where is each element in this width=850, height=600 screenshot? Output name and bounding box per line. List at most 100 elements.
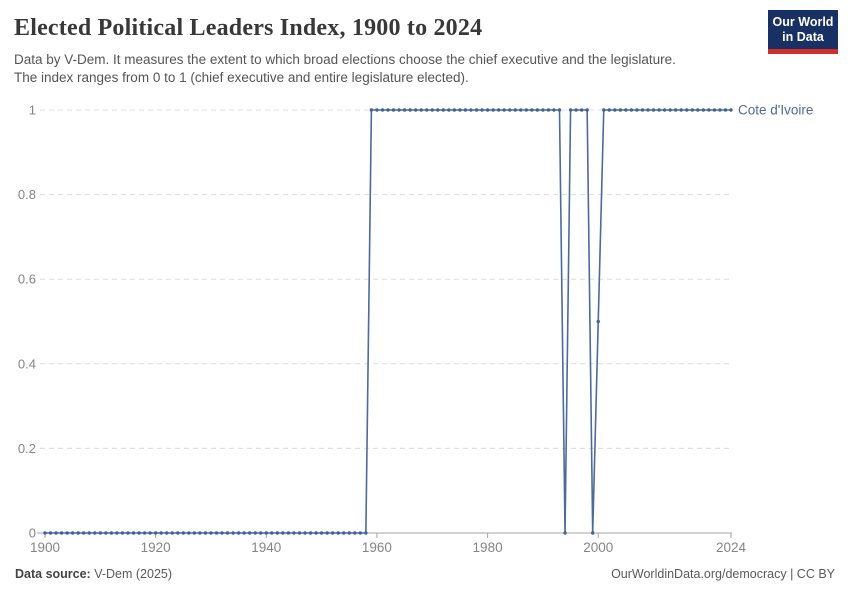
data-point — [469, 108, 473, 112]
data-point — [563, 531, 567, 535]
chart-subtitle: Data by V-Dem. It measures the extent to… — [14, 51, 676, 87]
data-point — [231, 531, 235, 535]
data-point — [673, 108, 678, 112]
data-point — [723, 108, 728, 112]
y-tick-label: 0.2 — [18, 441, 36, 456]
data-point — [629, 108, 634, 112]
data-point — [707, 108, 711, 112]
data-point — [557, 108, 562, 112]
data-point — [203, 531, 208, 535]
data-point — [447, 108, 451, 112]
data-point — [485, 108, 490, 112]
data-point — [640, 108, 645, 112]
data-point — [242, 531, 246, 535]
data-point — [568, 108, 573, 112]
data-point — [131, 531, 136, 535]
data-point — [425, 108, 429, 112]
data-point — [70, 531, 75, 535]
data-point — [176, 531, 180, 535]
data-point — [712, 108, 717, 112]
y-tick-label: 0.8 — [18, 187, 36, 202]
data-point — [596, 319, 600, 324]
data-point — [530, 108, 534, 112]
data-point — [358, 531, 363, 535]
data-point — [546, 108, 551, 112]
data-point — [386, 108, 390, 112]
data-point — [508, 108, 512, 112]
data-point — [651, 108, 656, 112]
credit-link[interactable]: OurWorldinData.org/democracy | CC BY — [611, 567, 835, 581]
data-point — [308, 531, 313, 535]
data-point — [380, 108, 385, 112]
data-point — [342, 531, 346, 535]
data-point — [93, 531, 97, 535]
data-point — [391, 108, 396, 112]
data-point — [602, 108, 606, 112]
data-point — [170, 531, 174, 535]
data-point — [120, 531, 125, 535]
data-point — [590, 531, 595, 535]
data-point — [480, 108, 484, 112]
data-point — [165, 531, 169, 535]
data-point — [436, 108, 440, 112]
data-point — [524, 108, 529, 112]
data-point — [115, 531, 119, 535]
data-point — [297, 531, 302, 535]
data-point — [491, 108, 495, 112]
data-point — [419, 108, 423, 112]
chart-title: Elected Political Leaders Index, 1900 to… — [14, 15, 483, 41]
data-point — [319, 531, 324, 535]
data-point — [270, 531, 274, 535]
data-point — [236, 531, 241, 535]
data-point — [198, 531, 202, 535]
series-label: Cote d'Ivoire — [738, 103, 813, 118]
data-point — [148, 531, 152, 535]
x-tick-label: 1960 — [362, 540, 392, 555]
y-tick-label: 1 — [29, 103, 36, 118]
owid-logo-line2: in Data — [782, 30, 824, 44]
data-point — [264, 531, 268, 535]
data-point — [109, 531, 114, 535]
y-tick-label: 0.6 — [18, 272, 36, 287]
data-point — [685, 108, 689, 112]
data-point — [696, 108, 700, 112]
data-point — [397, 108, 401, 112]
data-point — [452, 108, 457, 112]
x-tick-label: 2024 — [716, 540, 747, 555]
data-point — [369, 108, 374, 112]
data-point — [275, 531, 280, 535]
data-point — [76, 531, 80, 535]
data-point — [181, 531, 186, 535]
data-point — [159, 531, 163, 535]
data-source-value: V-Dem (2025) — [90, 567, 173, 581]
chart-subtitle-line2: The index ranges from 0 to 1 (chief exec… — [14, 70, 469, 85]
data-point — [513, 108, 517, 112]
data-point — [430, 108, 434, 112]
data-point — [535, 108, 540, 112]
data-point — [679, 108, 683, 112]
data-point — [104, 531, 108, 535]
data-point — [441, 108, 446, 112]
data-point — [325, 531, 329, 535]
data-point — [607, 108, 611, 112]
data-point — [502, 108, 506, 112]
data-point — [375, 108, 379, 112]
data-point — [65, 531, 69, 535]
data-point — [192, 531, 197, 535]
data-point — [519, 108, 523, 112]
data-point — [458, 108, 462, 112]
data-point — [668, 108, 672, 112]
data-point — [408, 108, 412, 112]
data-point — [142, 531, 147, 535]
data-point — [579, 108, 584, 112]
y-tick-label: 0 — [29, 526, 36, 541]
data-point — [347, 531, 351, 535]
data-point — [541, 108, 545, 112]
y-tick-label: 0.4 — [18, 356, 36, 371]
x-tick-label: 1920 — [141, 540, 171, 555]
data-point — [247, 531, 252, 535]
data-point — [137, 531, 141, 535]
data-point — [43, 531, 47, 535]
data-point — [225, 531, 230, 535]
